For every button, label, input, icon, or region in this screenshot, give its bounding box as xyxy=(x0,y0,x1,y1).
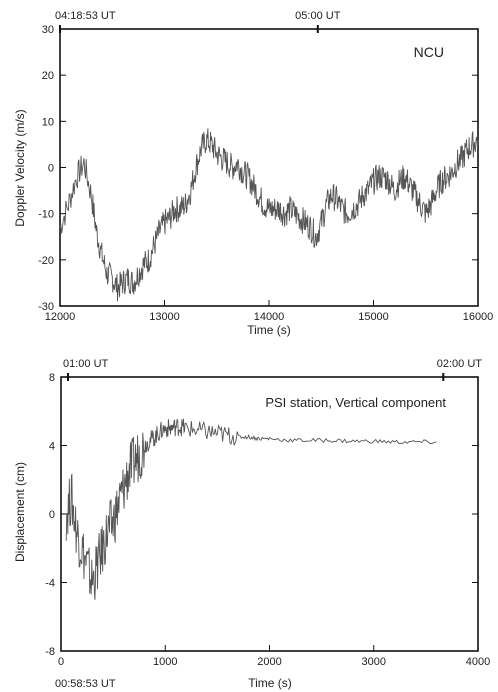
series-line xyxy=(65,418,437,600)
y-tick-label: 4 xyxy=(49,441,55,453)
annotation: PSI station, Vertical component xyxy=(265,395,446,410)
y-tick-label: 8 xyxy=(49,372,55,384)
x-axis-label: Time (s) xyxy=(247,323,291,337)
x-axis-label: Time (s) xyxy=(248,676,292,690)
series-line xyxy=(59,128,479,302)
y-axis-label: Displacement (cm) xyxy=(13,462,27,562)
y-tick-label: 20 xyxy=(42,70,54,82)
top-axis-label: 04:18:53 UT xyxy=(55,10,116,22)
plot-frame xyxy=(59,28,479,307)
top-axis-label: 05:00 UT xyxy=(295,10,341,22)
y-tick-label: -8 xyxy=(45,646,55,658)
x-tick-label: 16000 xyxy=(463,311,494,323)
x-tick-label: 1000 xyxy=(153,656,177,668)
bottom-extra-label: 00:58:53 UT xyxy=(55,678,116,690)
y-tick-label: -10 xyxy=(38,209,54,221)
x-tick-label: 0 xyxy=(58,656,64,668)
y-axis-label: Doppler Velocity (m/s) xyxy=(13,109,27,226)
x-tick-label: 14000 xyxy=(254,311,285,323)
x-tick-label: 2000 xyxy=(257,656,281,668)
x-tick-label: 3000 xyxy=(362,656,386,668)
x-tick-label: 15000 xyxy=(358,311,389,323)
x-tick-label: 4000 xyxy=(466,656,490,668)
top-axis-label: 01:00 UT xyxy=(63,358,109,370)
annotation: NCU xyxy=(414,44,444,60)
chart-psi: -8 -4 0 4 8 0 1000 2000 3000 4000 01:00 UT 02:00 … xyxy=(13,358,490,690)
y-tick-label: 30 xyxy=(42,24,54,36)
y-tick-label: -20 xyxy=(38,255,54,267)
x-tick-label: 13000 xyxy=(149,311,180,323)
y-tick-label: -4 xyxy=(45,578,55,590)
y-tick-label: 0 xyxy=(49,509,55,521)
top-axis-label: 02:00 UT xyxy=(437,358,483,370)
y-tick-label: 10 xyxy=(42,116,54,128)
y-tick-label: -30 xyxy=(38,301,54,313)
y-tick-label: 0 xyxy=(48,163,54,175)
plot-frame xyxy=(60,376,479,652)
x-tick-label: 12000 xyxy=(45,311,76,323)
chart-ncu: -30 -20 -10 0 10 20 30 12000 13000 14000 15000 160… xyxy=(13,10,493,337)
